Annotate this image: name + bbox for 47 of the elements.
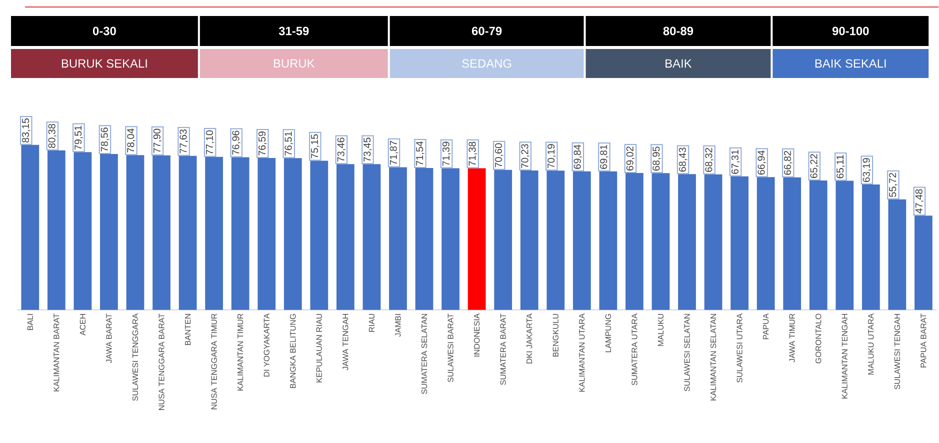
text: BAIK bbox=[666, 59, 692, 68]
data-label: 70,60 bbox=[494, 143, 504, 168]
bar bbox=[205, 157, 223, 310]
data-label: 71,87 bbox=[390, 140, 398, 165]
data-label: 68,32 bbox=[705, 148, 714, 172]
data-label: 65,11 bbox=[836, 155, 845, 178]
bar bbox=[415, 168, 434, 310]
data-label: 55,72 bbox=[889, 173, 898, 198]
text: 60-79 bbox=[472, 26, 502, 36]
text: BURUK SEKALI bbox=[62, 59, 147, 68]
text: BAIK SEKALI bbox=[815, 59, 886, 68]
data-label: 78,56 bbox=[100, 128, 110, 152]
data-label: 83,15 bbox=[22, 118, 30, 143]
data-label: 77,90 bbox=[153, 128, 162, 153]
data-label: 77,63 bbox=[180, 129, 188, 154]
data-label: 69,81 bbox=[600, 145, 608, 169]
data-label: 68,95 bbox=[652, 146, 661, 171]
text: 0-30 bbox=[92, 26, 116, 36]
data-label: 78,04 bbox=[127, 128, 136, 153]
text: 80-89 bbox=[663, 26, 694, 36]
data-label: 71,54 bbox=[416, 141, 424, 166]
data-label: 80,38 bbox=[48, 124, 57, 148]
data-label: 69,02 bbox=[626, 146, 635, 171]
data-label: 67,31 bbox=[731, 150, 740, 174]
text: SEDANG bbox=[462, 59, 512, 68]
data-label: 66,82 bbox=[784, 150, 792, 175]
text: 31-59 bbox=[278, 26, 309, 36]
data-label: 47,48 bbox=[915, 189, 924, 214]
data-label: 68,43 bbox=[678, 148, 688, 172]
text: BURUK bbox=[274, 59, 315, 68]
data-label: 79,51 bbox=[74, 126, 83, 150]
data-label: 76,59 bbox=[258, 132, 267, 156]
text: 90-100 bbox=[832, 26, 869, 36]
data-label: 63,19 bbox=[862, 158, 872, 182]
data-label: 71,39 bbox=[442, 142, 451, 166]
data-label: 75,15 bbox=[311, 134, 320, 158]
data-label: 71,38 bbox=[468, 142, 477, 166]
data-label: 65,22 bbox=[810, 154, 818, 178]
data-label: 77,10 bbox=[206, 130, 214, 155]
data-label: 73,46 bbox=[337, 138, 346, 162]
data-label: 66,94 bbox=[758, 150, 766, 175]
data-label: 70,23 bbox=[521, 144, 530, 168]
data-label: 70,19 bbox=[548, 144, 556, 168]
data-label: 73,45 bbox=[364, 138, 372, 162]
data-label: 69,84 bbox=[574, 144, 582, 169]
data-label: 76,51 bbox=[284, 132, 294, 156]
data-label: 76,96 bbox=[232, 130, 240, 155]
